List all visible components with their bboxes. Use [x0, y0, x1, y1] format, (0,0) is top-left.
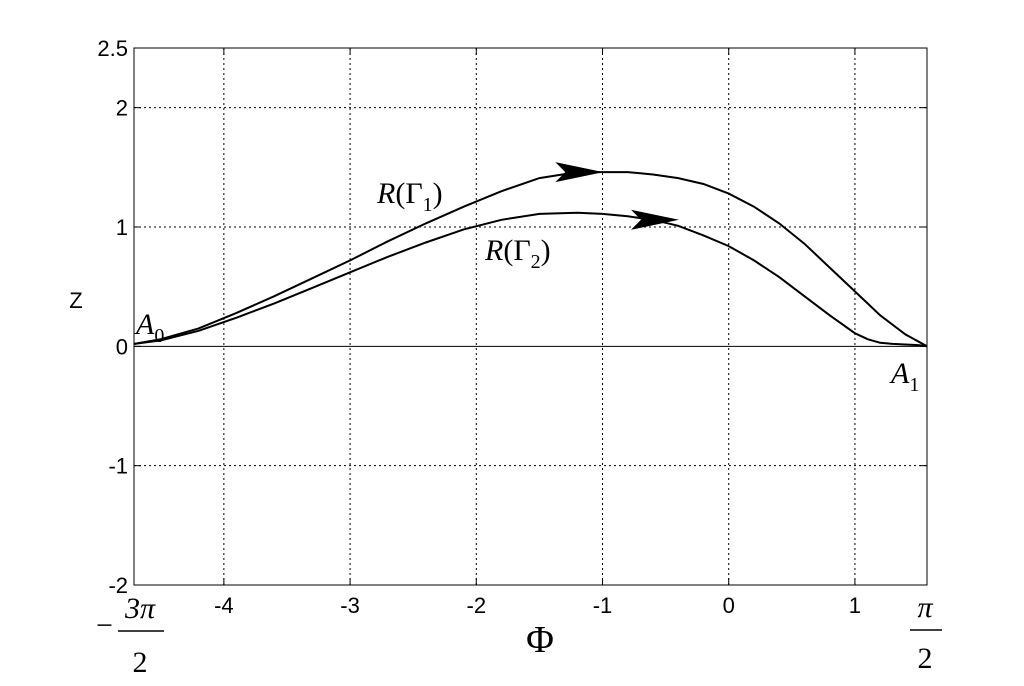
x-tick-label: 1: [849, 593, 861, 618]
direction-arrow: [631, 209, 679, 230]
labels: -4 -3 -2 -1 0 1 -2 -1 0 1 2 2.5 R(Γ1) R(Γ2) A0 A1 Φ Z −3π 2…: [69, 36, 942, 679]
x-tick-label: -3: [340, 593, 360, 618]
series-label: R(Γ1): [376, 177, 443, 216]
y-tick-label: -2: [108, 573, 128, 598]
grid: [134, 48, 927, 585]
series-layer: [134, 162, 928, 348]
point-annotation: A1: [889, 357, 919, 396]
left-fraction-numerator: 3π: [124, 592, 156, 625]
left-fraction-denominator: 2: [133, 646, 148, 679]
point-annotation: A0: [134, 308, 164, 347]
ticks: [134, 47, 927, 586]
y-axis-label: Z: [69, 288, 82, 313]
y-tick-label: 2.5: [97, 36, 128, 61]
right-fraction-numerator: π: [917, 591, 933, 624]
y-tick-label: 2: [116, 96, 128, 121]
x-tick-label: 0: [723, 593, 735, 618]
y-tick-label: 1: [116, 215, 128, 240]
y-tick-label: -1: [108, 454, 128, 479]
x-tick-label: -4: [214, 593, 234, 618]
x-tick-label: -2: [467, 593, 487, 618]
series-label: R(Γ2): [484, 234, 551, 273]
y-tick-label: 0: [116, 334, 128, 359]
x-axis-label: Φ: [526, 619, 554, 661]
right-fraction-denominator: 2: [918, 642, 933, 675]
left-fraction-sign: −: [96, 609, 113, 642]
direction-arrow: [555, 162, 604, 183]
plot-frame: [133, 47, 928, 586]
x-tick-label: -1: [593, 593, 613, 618]
